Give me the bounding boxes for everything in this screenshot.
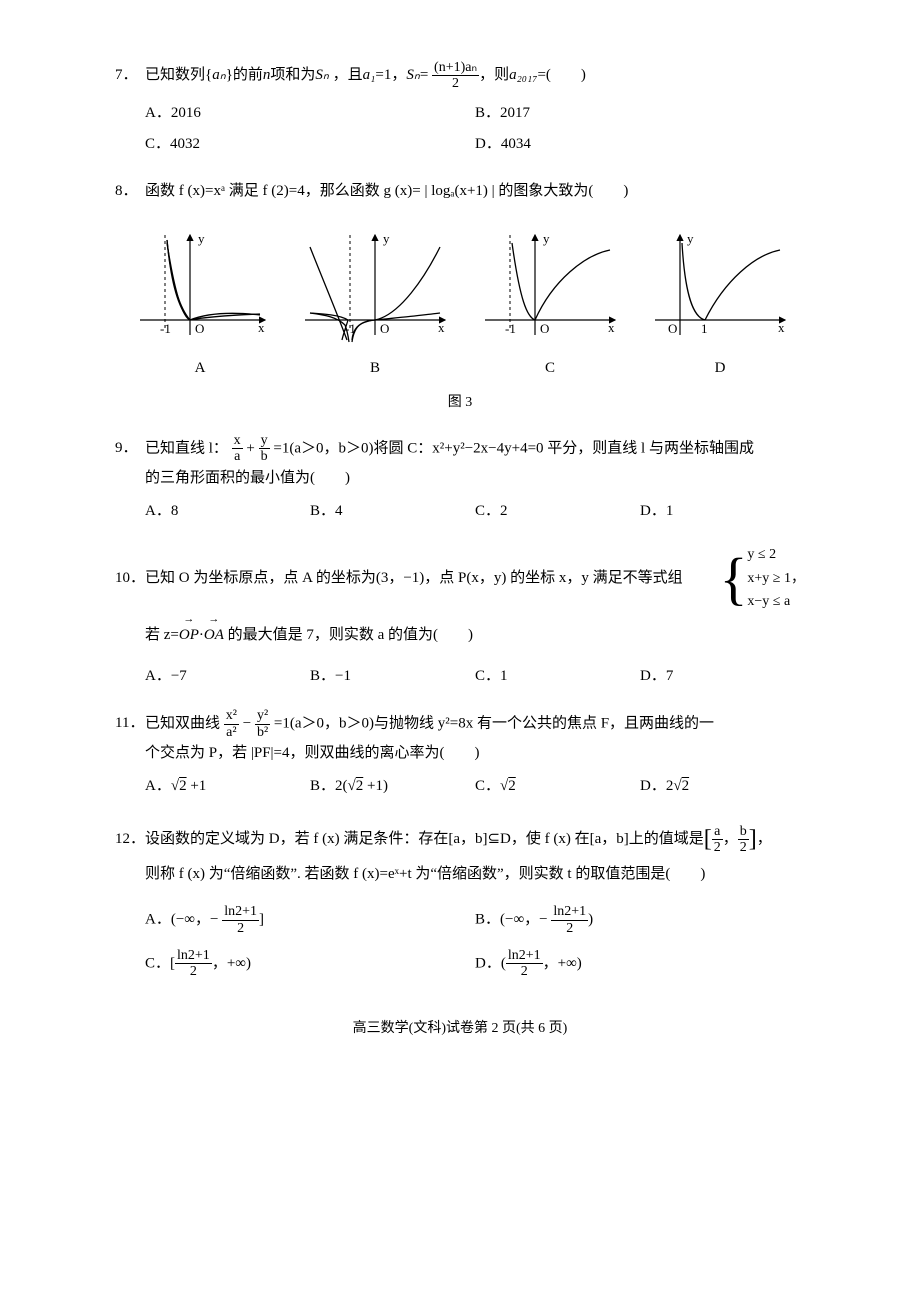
q11-opt-c: C．√2 bbox=[475, 773, 640, 800]
q11-body: 已知双曲线 x²a² − y²b² =1(a＞0，b＞0)与抛物线 y²=8x … bbox=[145, 708, 805, 800]
q10-opt-d: D．7 bbox=[640, 663, 805, 690]
page-footer: 高三数学(文科)试卷第 2 页(共 6 页) bbox=[115, 1016, 805, 1041]
q10-system: { y ≤ 2 x+y ≥ 1， x−y ≤ a bbox=[720, 543, 805, 614]
q12-opt-d: D．(ln2+12，+∞) bbox=[475, 942, 805, 986]
svg-text:x: x bbox=[608, 320, 615, 335]
q9-frac2: yb bbox=[259, 433, 270, 465]
svg-text:O: O bbox=[195, 321, 204, 336]
q12-frac-b: b2 bbox=[738, 824, 749, 856]
svg-text:-1: -1 bbox=[345, 321, 356, 336]
q9-opt-b: B．4 bbox=[310, 498, 475, 525]
q8-caption: 图 3 bbox=[115, 390, 805, 415]
question-10: 10． 已知 O 为坐标原点，点 A 的坐标为(3，−1)，点 P(x，y) 的… bbox=[115, 543, 805, 690]
svg-text:x: x bbox=[258, 320, 265, 335]
q7-text: 已知数列{aₙ}的前n项和为Sₙ ，且a₁=1，Sₙ= (n+1)aₙ 2 ，则… bbox=[145, 67, 586, 83]
q9-options: A．8 B．4 C．2 D．1 bbox=[145, 498, 805, 525]
q10-options: A．−7 B．−1 C．1 D．7 bbox=[145, 663, 805, 690]
q10-opt-a: A．−7 bbox=[145, 663, 310, 690]
graph-c: -1 O x y C bbox=[475, 225, 625, 382]
graph-c-label: C bbox=[475, 355, 625, 382]
q7-opt-d: D．4034 bbox=[475, 129, 805, 160]
svg-text:y: y bbox=[198, 231, 205, 246]
svg-text:O: O bbox=[540, 321, 549, 336]
q7-number: 7． bbox=[115, 62, 145, 89]
svg-text:x: x bbox=[438, 320, 445, 335]
q11-opt-a: A．√2 +1 bbox=[145, 773, 310, 800]
graph-a-svg: -1 O x y bbox=[125, 225, 275, 345]
q8-body: 函数 f (x)=xᵃ 满足 f (2)=4，那么函数 g (x)= | log… bbox=[145, 178, 805, 205]
svg-text:y: y bbox=[543, 231, 550, 246]
graph-a-label: A bbox=[125, 355, 275, 382]
q7-options: A．2016 B．2017 C．4032 D．4034 bbox=[145, 98, 805, 160]
svg-text:-1: -1 bbox=[505, 321, 516, 336]
q9-opt-c: C．2 bbox=[475, 498, 640, 525]
graph-b: -1 O x y B bbox=[295, 225, 455, 382]
svg-text:y: y bbox=[687, 231, 694, 246]
graph-d-svg: O 1 x y bbox=[645, 225, 795, 345]
q12-opt-c: C．[ln2+12，+∞) bbox=[145, 942, 475, 986]
vector-op: OP bbox=[179, 622, 199, 649]
q7-opt-c: C．4032 bbox=[145, 129, 475, 160]
graph-b-svg: -1 O x y bbox=[295, 225, 455, 345]
q7-fraction: (n+1)aₙ 2 bbox=[432, 60, 479, 92]
q8-text: 函数 f (x)=xᵃ 满足 f (2)=4，那么函数 g (x)= | log… bbox=[145, 183, 628, 199]
svg-text:1: 1 bbox=[701, 321, 708, 336]
q11-frac1: x²a² bbox=[224, 708, 239, 740]
q12-number: 12． bbox=[115, 826, 145, 853]
q11-opt-b: B．2(√2 +1) bbox=[310, 773, 475, 800]
q7-opt-b: B．2017 bbox=[475, 98, 805, 129]
q11-frac2: y²b² bbox=[255, 708, 270, 740]
q7-body: 已知数列{aₙ}的前n项和为Sₙ ，且a₁=1，Sₙ= (n+1)aₙ 2 ，则… bbox=[145, 60, 805, 160]
graph-b-label: B bbox=[295, 355, 455, 382]
graph-c-svg: -1 O x y bbox=[475, 225, 625, 345]
q10-opt-c: C．1 bbox=[475, 663, 640, 690]
q8-number: 8． bbox=[115, 178, 145, 205]
svg-text:y: y bbox=[383, 231, 390, 246]
question-12: 12． 设函数的定义域为 D，若 f (x) 满足条件：存在[a，b]⊆D，使 … bbox=[115, 818, 805, 986]
graph-d-label: D bbox=[645, 355, 795, 382]
q9-body: 已知直线 l： xa + yb =1(a＞0，b＞0)将圆 C：x²+y²−2x… bbox=[145, 433, 805, 525]
graph-d: O 1 x y D bbox=[645, 225, 795, 382]
question-9: 9． 已知直线 l： xa + yb =1(a＞0，b＞0)将圆 C：x²+y²… bbox=[115, 433, 805, 525]
question-7: 7． 已知数列{aₙ}的前n项和为Sₙ ，且a₁=1，Sₙ= (n+1)aₙ 2… bbox=[115, 60, 805, 160]
q9-number: 9． bbox=[115, 435, 145, 462]
q11-opt-d: D．2√2 bbox=[640, 773, 805, 800]
q11-options: A．√2 +1 B．2(√2 +1) C．√2 D．2√2 bbox=[145, 773, 805, 800]
svg-text:x: x bbox=[778, 320, 785, 335]
svg-text:O: O bbox=[380, 321, 389, 336]
q9-frac1: xa bbox=[232, 433, 243, 465]
q10-number: 10． bbox=[115, 565, 145, 592]
q10-body: 已知 O 为坐标原点，点 A 的坐标为(3，−1)，点 P(x，y) 的坐标 x… bbox=[145, 543, 805, 690]
question-11: 11． 已知双曲线 x²a² − y²b² =1(a＞0，b＞0)与抛物线 y²… bbox=[115, 708, 805, 800]
graph-a: -1 O x y A bbox=[125, 225, 275, 382]
q9-opt-a: A．8 bbox=[145, 498, 310, 525]
q12-options: A．(−∞，− ln2+12] B．(−∞，− ln2+12) C．[ln2+1… bbox=[145, 898, 805, 986]
q7-opt-a: A．2016 bbox=[145, 98, 475, 129]
q12-opt-b: B．(−∞，− ln2+12) bbox=[475, 898, 805, 942]
q12-frac-a: a2 bbox=[712, 824, 723, 856]
svg-text:O: O bbox=[668, 321, 677, 336]
q9-opt-d: D．1 bbox=[640, 498, 805, 525]
q10-opt-b: B．−1 bbox=[310, 663, 475, 690]
svg-text:-1: -1 bbox=[160, 321, 171, 336]
q12-body: 设函数的定义域为 D，若 f (x) 满足条件：存在[a，b]⊆D，使 f (x… bbox=[145, 818, 805, 986]
q8-graphs: -1 O x y A -1 O x bbox=[115, 225, 805, 382]
q11-number: 11． bbox=[115, 710, 145, 737]
vector-oa: OA bbox=[204, 622, 224, 649]
question-8: 8． 函数 f (x)=xᵃ 满足 f (2)=4，那么函数 g (x)= | … bbox=[115, 178, 805, 415]
q12-opt-a: A．(−∞，− ln2+12] bbox=[145, 898, 475, 942]
